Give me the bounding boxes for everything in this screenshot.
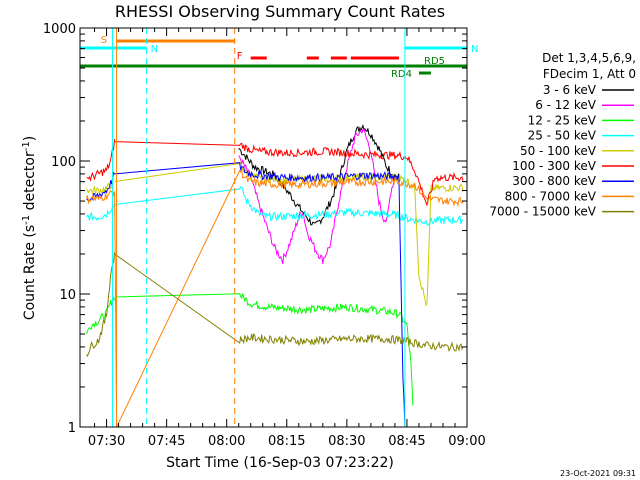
legend-label-5: 100 - 300 keV xyxy=(512,159,596,173)
flag-label-1: N xyxy=(151,44,158,55)
y-label-mid: detector xyxy=(22,151,38,215)
series-layer xyxy=(86,123,464,427)
series-line-1 xyxy=(238,127,400,265)
series-line-5 xyxy=(86,139,464,206)
x-tick-label-2: 08:00 xyxy=(208,434,245,449)
legend-label-2: 12 - 25 keV xyxy=(528,113,597,127)
series-line-8 xyxy=(86,252,464,358)
series-line-2 xyxy=(86,293,414,406)
y-axis-label: Count Rate (s-1 detector-1) xyxy=(21,136,38,320)
chart-title: RHESSI Observing Summary Count Rates xyxy=(115,2,445,21)
y-label-sup2: -1 xyxy=(21,141,32,151)
x-tick-label-1: 07:45 xyxy=(148,434,185,449)
y-tick-label-3: 1000 xyxy=(43,22,76,37)
legend-label-7: 800 - 7000 keV xyxy=(505,189,597,203)
flag-label-2: N xyxy=(471,44,478,55)
y-label-main: Count Rate (s xyxy=(22,225,38,320)
y-tick-label-1: 10 xyxy=(59,288,76,303)
series-line-4 xyxy=(86,160,464,307)
x-axis-label: Start Time (16-Sep-03 07:23:22) xyxy=(166,455,394,471)
flag-label-4: RD4 xyxy=(391,69,412,80)
x-tick-label-4: 08:30 xyxy=(328,434,365,449)
flag-label-5: RD5 xyxy=(424,56,445,67)
legend-label-6: 300 - 800 keV xyxy=(512,174,596,188)
y-axis: 1 10 100 1000 xyxy=(43,22,467,436)
flag-label-3: F xyxy=(237,51,243,62)
flag-label-0: S xyxy=(101,35,107,46)
legend-header-2: FDecim 1, Att 0 xyxy=(543,67,636,81)
vlines-layer xyxy=(112,28,468,427)
flags-layer: S N N F RD4 RD5 xyxy=(80,35,478,80)
y-label-end: ) xyxy=(22,136,38,141)
legend: Det 1,3,4,5,6,9, FDecim 1, Att 0 3 - 6 k… xyxy=(489,51,636,219)
x-tick-label-3: 08:15 xyxy=(268,434,305,449)
legend-label-8: 7000 - 15000 keV xyxy=(489,205,596,219)
y-label-sup1: -1 xyxy=(21,215,32,225)
x-axis: 07:30 07:45 08:00 08:15 08:30 08:45 09:00 xyxy=(88,28,486,449)
legend-label-4: 50 - 100 keV xyxy=(520,144,597,158)
legend-label-1: 6 - 12 keV xyxy=(535,98,597,112)
plot-frame xyxy=(79,27,468,428)
series-line-3 xyxy=(86,186,464,227)
x-tick-label-5: 08:45 xyxy=(388,434,425,449)
x-tick-label-6: 09:00 xyxy=(448,434,485,449)
series-line-6 xyxy=(86,162,406,427)
legend-header-1: Det 1,3,4,5,6,9, xyxy=(542,51,636,65)
legend-label-0: 3 - 6 keV xyxy=(543,83,597,97)
legend-label-3: 25 - 50 keV xyxy=(528,129,597,143)
date-stamp: 23-Oct-2021 09:31 xyxy=(560,469,636,478)
series-line-0 xyxy=(238,123,400,226)
series-line-7 xyxy=(86,167,464,427)
x-tick-label-0: 07:30 xyxy=(88,434,125,449)
y-tick-label-0: 1 xyxy=(68,421,76,436)
y-tick-label-2: 100 xyxy=(51,155,76,170)
